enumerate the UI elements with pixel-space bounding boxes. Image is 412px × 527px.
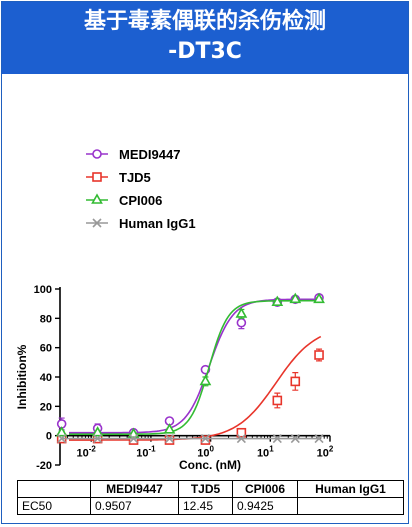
y-tick-label: 100 xyxy=(34,284,52,296)
y-tick-label: 40 xyxy=(40,372,52,384)
data-point xyxy=(272,395,283,406)
series-line xyxy=(69,298,321,434)
x-tick-label: 101 xyxy=(257,445,274,460)
title-line-1: 基于毒素偶联的杀伤检测 xyxy=(83,9,326,34)
ec50-col-header: TJD5 xyxy=(178,480,233,498)
y-tick-label: 60 xyxy=(40,343,52,355)
y-tick-label: 80 xyxy=(40,313,52,325)
x-axis-title: Conc. (nM) xyxy=(179,458,241,472)
data-point xyxy=(128,434,139,444)
data-point xyxy=(314,434,324,444)
ec50-value: 0.9507 xyxy=(90,497,179,515)
title-line-2: -DT3C xyxy=(168,39,242,64)
ec50-table: MEDI9447 TJD5 CPI006 Human IgG1 EC50 0.9… xyxy=(17,480,404,515)
data-point xyxy=(164,434,175,444)
legend-label: MEDI9447 xyxy=(119,147,180,162)
ec50-col-header: Human IgG1 xyxy=(297,480,404,498)
x-tick-label: 100 xyxy=(197,445,214,460)
series-line xyxy=(69,335,322,441)
data-point xyxy=(91,426,104,437)
x-tick-label: 10-1 xyxy=(136,445,156,460)
ec50-value-row: EC50 0.9507 12.45 0.9425 xyxy=(17,497,404,515)
ec50-col-header: CPI006 xyxy=(232,480,298,498)
title-banner: 基于毒素偶联的杀伤检测 -DT3C xyxy=(2,2,408,74)
dose-response-chart: -20 0 20 40 60 80 100 10-2 10-1 100 101 102 Conc. (n… xyxy=(15,147,334,472)
data-point xyxy=(55,426,68,437)
y-tick-label: 20 xyxy=(40,401,52,413)
data-point xyxy=(289,292,302,304)
ec50-value xyxy=(297,497,404,515)
data-point xyxy=(314,350,324,360)
legend-label: TJD5 xyxy=(119,170,151,185)
ec50-header-row: MEDI9447 TJD5 CPI006 Human IgG1 xyxy=(17,480,404,498)
y-axis-title: Inhibition% xyxy=(15,344,29,409)
data-point xyxy=(272,434,282,444)
x-tick-label: 102 xyxy=(317,445,334,460)
data-point xyxy=(236,427,247,438)
ec50-row-label: EC50 xyxy=(17,497,91,515)
data-point xyxy=(271,295,284,307)
data-point xyxy=(200,435,211,445)
ec50-value: 0.9425 xyxy=(232,497,298,515)
legend-label: Human IgG1 xyxy=(119,216,196,231)
legend-swatch-marker xyxy=(92,172,102,182)
data-point xyxy=(164,435,175,445)
data-point xyxy=(93,434,103,444)
legend-swatch-marker xyxy=(91,193,103,204)
data-point xyxy=(57,434,67,444)
y-tick-label: -20 xyxy=(36,460,52,472)
x-tick-label: 10-2 xyxy=(77,445,97,460)
data-point xyxy=(235,307,248,318)
data-point xyxy=(199,374,212,386)
data-point xyxy=(290,376,301,387)
data-point xyxy=(313,292,325,304)
data-point xyxy=(236,317,247,328)
series-line xyxy=(69,299,321,435)
data-point xyxy=(200,434,211,444)
legend-swatch-marker xyxy=(92,149,102,159)
y-tick-label: 0 xyxy=(46,431,52,443)
data-point xyxy=(290,434,300,444)
data-point xyxy=(163,423,176,434)
data-point xyxy=(236,434,246,444)
ec50-value: 12.45 xyxy=(178,497,233,515)
ec50-corner-cell xyxy=(17,480,91,498)
legend-label: CPI006 xyxy=(119,193,162,208)
ec50-col-header: MEDI9447 xyxy=(90,480,179,498)
legend-swatch-marker xyxy=(92,218,102,228)
data-point xyxy=(127,427,140,439)
